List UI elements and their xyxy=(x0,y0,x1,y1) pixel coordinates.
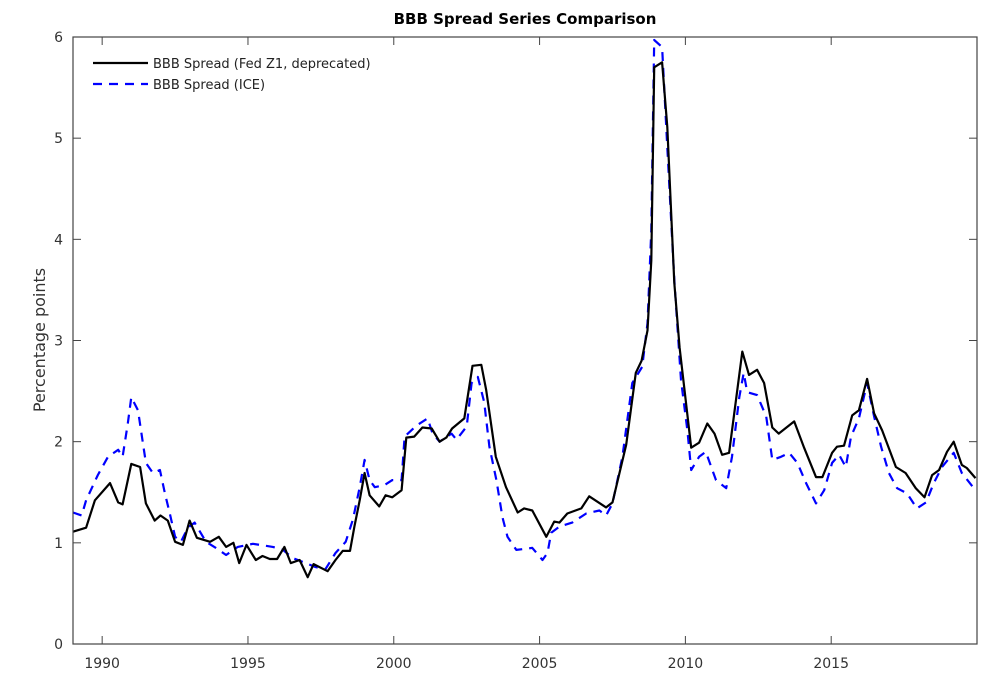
series-line-ice xyxy=(72,38,977,571)
y-tick-label: 6 xyxy=(54,30,63,46)
y-tick-label: 0 xyxy=(54,637,63,653)
y-tick-label: 5 xyxy=(54,131,63,147)
legend: BBB Spread (Fed Z1, deprecated) BBB Spre… xyxy=(93,57,371,93)
series-line-fed-z1 xyxy=(72,61,977,579)
y-tick-label: 3 xyxy=(54,334,63,350)
x-tick-label: 2000 xyxy=(376,656,412,672)
plot-area-frame xyxy=(72,36,978,645)
x-tick-label: 1990 xyxy=(84,656,120,672)
x-tick-label: 1995 xyxy=(230,656,266,672)
x-tick-label: 2015 xyxy=(813,656,849,672)
legend-label-ice: BBB Spread (ICE) xyxy=(153,78,265,93)
y-tick-label: 4 xyxy=(54,232,63,248)
y-axis-label: Percentage points xyxy=(30,268,49,412)
chart-title: BBB Spread Series Comparison xyxy=(394,10,657,28)
series-layer xyxy=(72,38,977,579)
x-tick-label: 2010 xyxy=(668,656,704,672)
y-tick-label: 2 xyxy=(54,435,63,451)
x-tick-label: 2005 xyxy=(522,656,558,672)
y-tick-label: 1 xyxy=(54,536,63,552)
legend-label-fed: BBB Spread (Fed Z1, deprecated) xyxy=(153,57,371,72)
axes-layer: 1990 1995 2000 2005 2010 2015 0 1 2 3 4 5 6 xyxy=(54,30,977,672)
